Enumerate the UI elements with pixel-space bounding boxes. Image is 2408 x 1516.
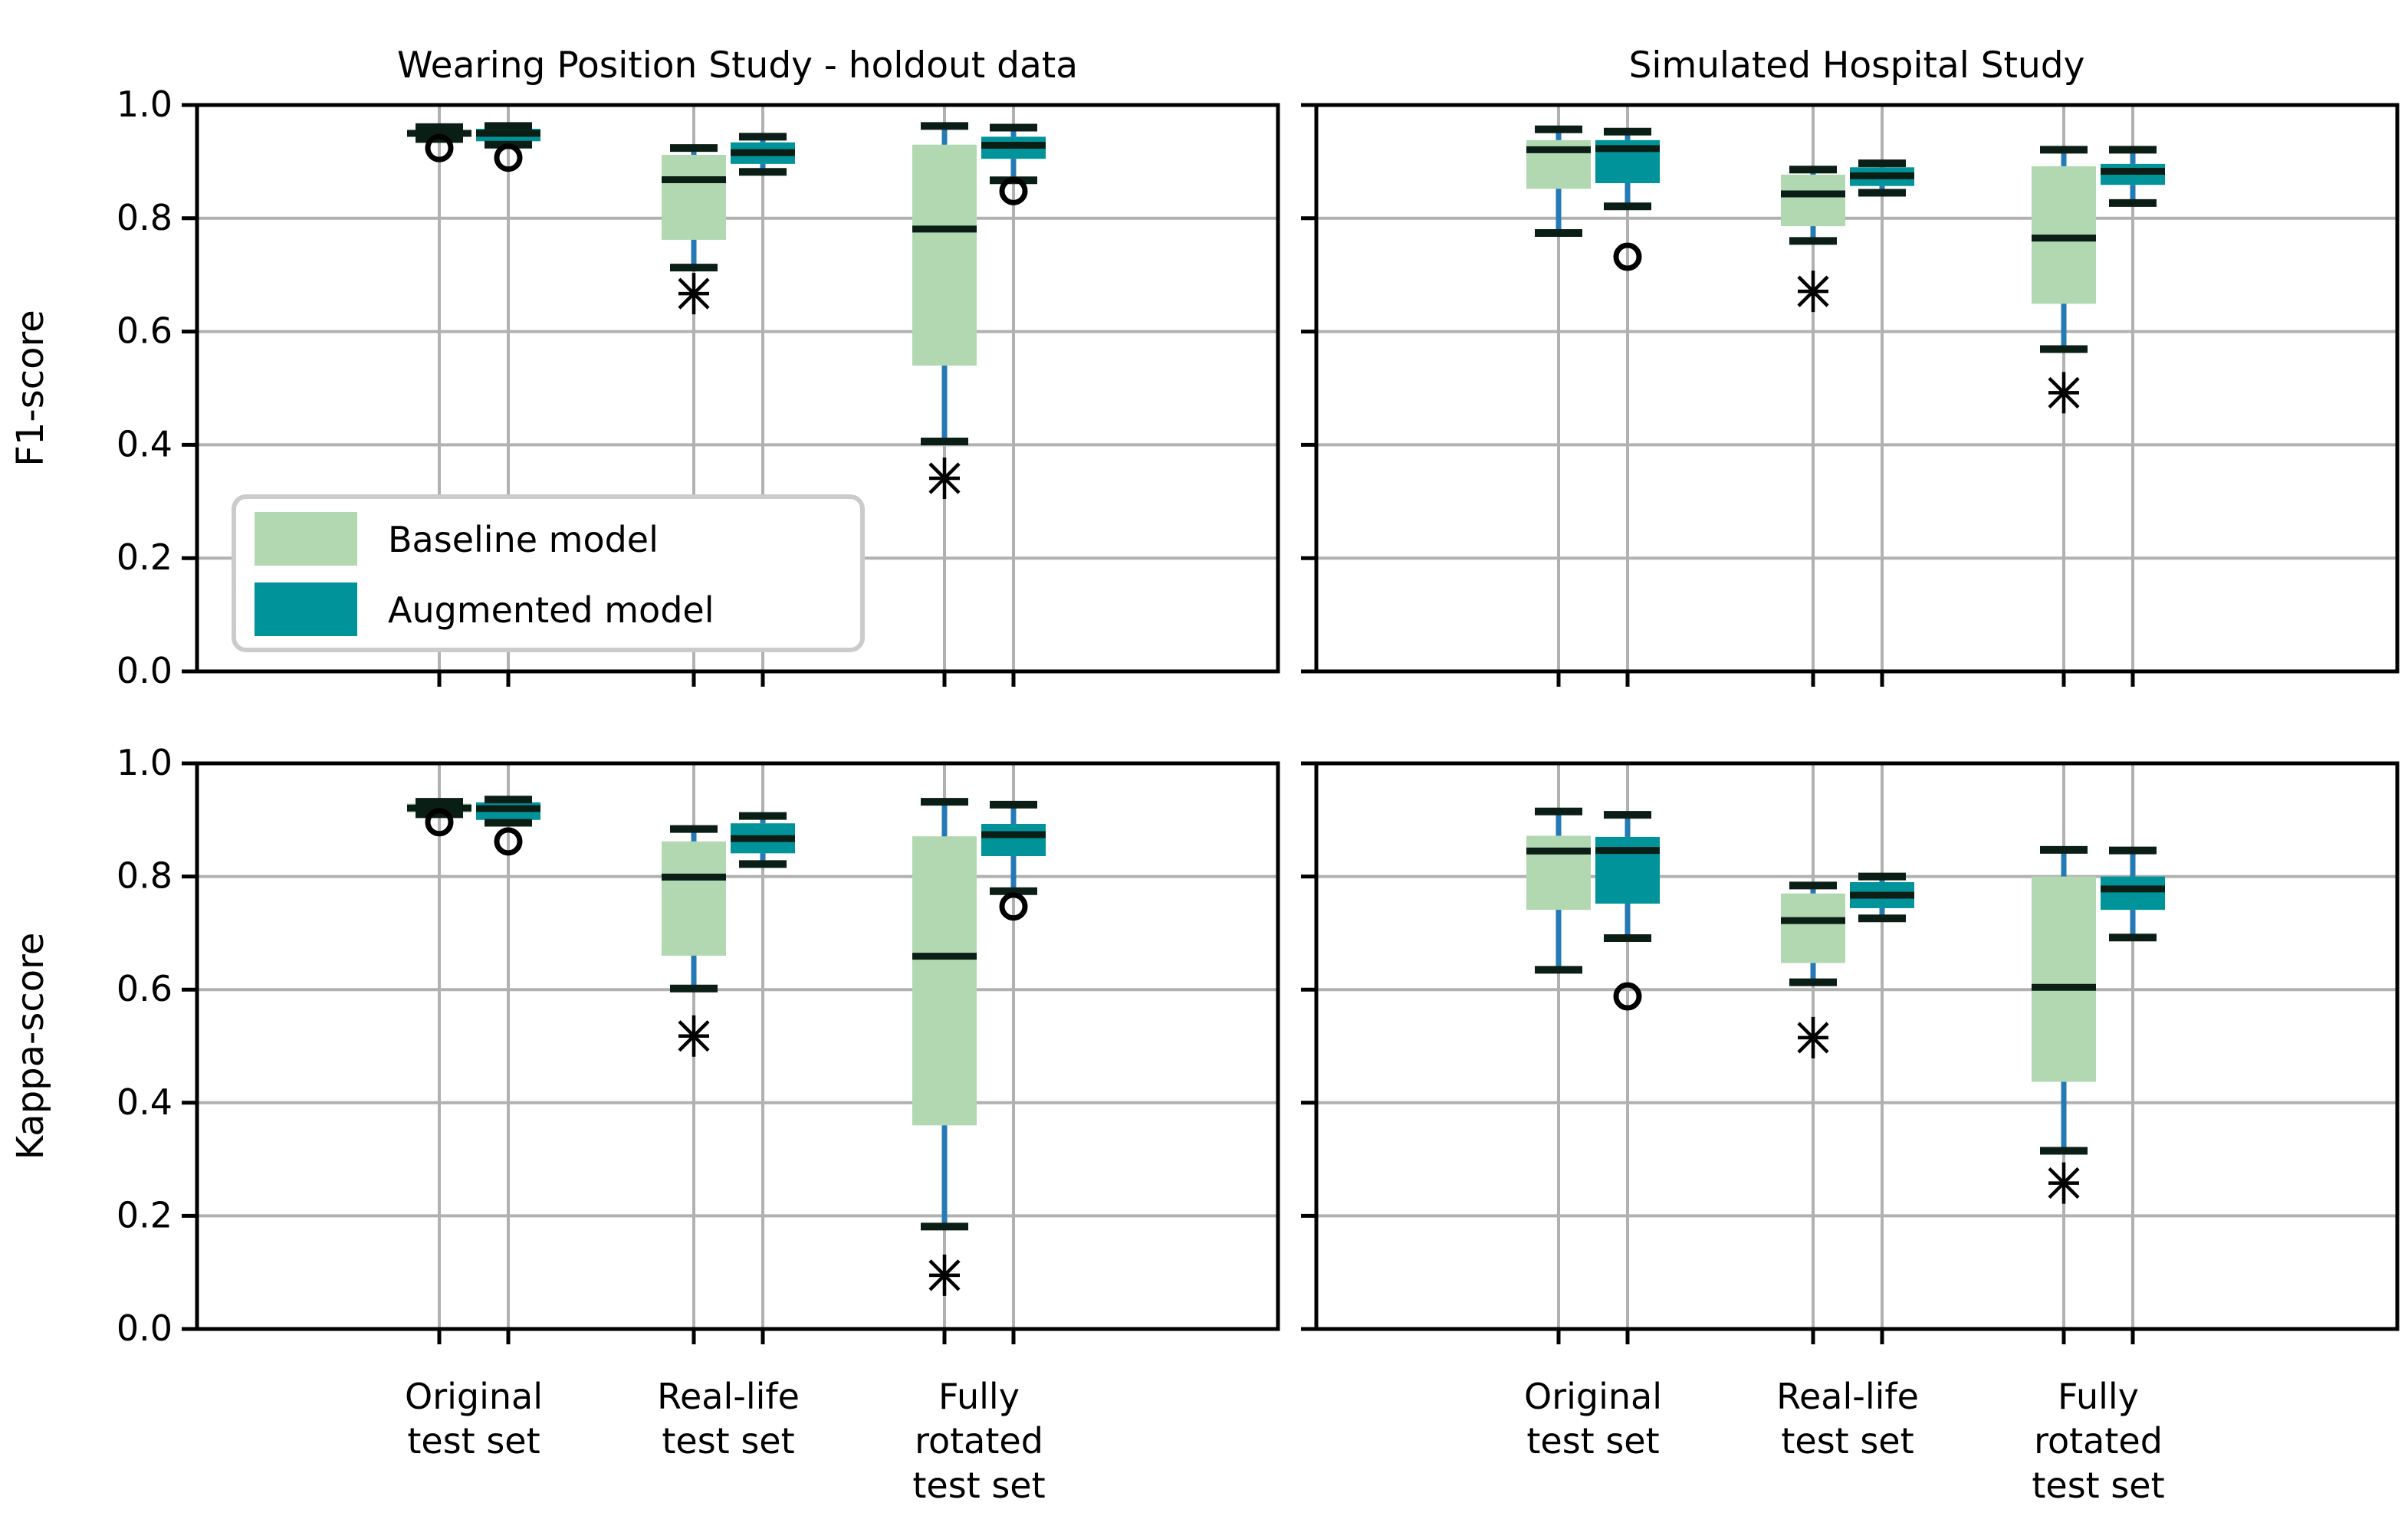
flier-asterisk <box>2048 372 2080 414</box>
box-body <box>1526 835 1591 911</box>
y-tick-label: 0.4 <box>117 423 172 464</box>
y-axis-label: F1-score <box>9 310 52 466</box>
y-axis-label: Kappa-score <box>9 933 52 1160</box>
flier-circle <box>425 808 454 837</box>
x-tick-label: test set <box>1526 1420 1659 1462</box>
flier-circle <box>1613 982 1642 1011</box>
y-tick-label: 0.8 <box>117 197 172 238</box>
box-body <box>1781 174 1845 227</box>
box-body <box>2032 876 2096 1082</box>
y-tick-label: 1.0 <box>117 84 172 125</box>
box-augmented-group2 <box>981 800 1046 921</box>
flier-circle <box>999 176 1028 205</box>
x-tick-label: rotated <box>2034 1420 2163 1462</box>
y-tick-label: 0.4 <box>117 1081 172 1123</box>
flier-circle <box>425 133 454 162</box>
y-tick-label: 0.6 <box>117 968 172 1009</box>
flier-asterisk <box>928 1254 961 1296</box>
box-body <box>662 155 726 240</box>
x-tick-label: test set <box>2032 1465 2164 1506</box>
legend-label-baseline: Baseline model <box>388 519 659 560</box>
subplot-f1-wearing-position: 0.0 0.2 0.4 0.6 0.8 1.0 Wearing Position Study… <box>9 44 1280 691</box>
box-body <box>912 836 977 1126</box>
flier-asterisk <box>678 273 710 315</box>
box-augmented-group2 <box>981 123 1046 205</box>
plot-frame <box>1314 103 2400 674</box>
legend: Baseline model Augmented model <box>232 494 865 652</box>
subplot-title: Simulated Hospital Study <box>1629 44 2085 87</box>
x-tick-label: rotated <box>915 1420 1043 1462</box>
flier-asterisk <box>1797 271 1829 313</box>
y-tick-label: 0.2 <box>117 537 172 578</box>
box-augmented-group1 <box>1850 159 1914 197</box>
flier-circle <box>494 827 523 856</box>
plot-frame <box>195 761 1280 1331</box>
legend-box <box>232 494 865 652</box>
box-augmented-group1 <box>731 133 795 176</box>
x-tick-label: Real-life <box>1776 1376 1919 1417</box>
y-tick-label: 1.0 <box>117 742 172 783</box>
y-tick-label: 0.0 <box>117 1308 172 1349</box>
box-baseline-group2 <box>2032 845 2096 1204</box>
box-baseline-group1 <box>1781 166 1845 313</box>
plot-frame <box>1314 761 2400 1331</box>
x-tick-label: Real-life <box>657 1376 800 1417</box>
flier-asterisk <box>678 1015 710 1057</box>
x-tick-label: Fully <box>938 1376 1020 1417</box>
x-tick-label: test set <box>1781 1420 1914 1462</box>
x-tick-label: test set <box>912 1465 1045 1506</box>
flier-circle <box>999 892 1028 921</box>
x-tick-label: Original <box>1524 1376 1662 1417</box>
subplot-f1-simulated-hospital: Simulated Hospital Study <box>1301 44 2400 687</box>
box-body <box>1595 836 1660 904</box>
box-augmented-group0 <box>476 122 540 172</box>
box-augmented-group0 <box>476 796 540 856</box>
box-baseline-group0 <box>407 798 471 837</box>
box-baseline-group2 <box>912 122 977 500</box>
x-tick-label: test set <box>407 1420 540 1462</box>
box-augmented-group0 <box>1595 127 1660 271</box>
flier-asterisk <box>928 458 961 500</box>
y-tick-label: 0.6 <box>117 310 172 352</box>
box-baseline-group1 <box>662 825 726 1057</box>
box-body <box>1781 893 1845 963</box>
y-tick-label: 0.8 <box>117 855 172 897</box>
flier-circle <box>494 143 523 172</box>
flier-asterisk <box>2048 1162 2080 1204</box>
box-baseline-group0 <box>1526 807 1591 974</box>
x-tick-label: Original <box>405 1376 543 1417</box>
x-tick-label: Fully <box>2058 1376 2139 1417</box>
subplot-title: Wearing Position Study - holdout data <box>397 44 1078 87</box>
x-tick-label: test set <box>662 1420 794 1462</box>
box-augmented-group1 <box>731 812 795 868</box>
y-tick-label: 0.0 <box>117 650 172 691</box>
legend-swatch-baseline <box>255 512 357 566</box>
plot-frame <box>195 103 1280 674</box>
box-body <box>662 841 726 956</box>
box-baseline-group0 <box>407 123 471 162</box>
box-baseline-group1 <box>662 144 726 315</box>
box-baseline-group1 <box>1781 881 1845 1058</box>
box-baseline-group2 <box>2032 146 2096 414</box>
box-baseline-group2 <box>912 798 977 1296</box>
box-body <box>912 144 977 366</box>
flier-asterisk <box>1797 1016 1829 1058</box>
box-augmented-group2 <box>2101 846 2165 942</box>
box-augmented-group1 <box>1850 872 1914 923</box>
box-body <box>2101 876 2165 911</box>
box-augmented-group2 <box>2101 146 2165 207</box>
y-tick-label: 0.2 <box>117 1194 172 1235</box>
box-body <box>981 823 1046 857</box>
box-augmented-group0 <box>1595 811 1660 1011</box>
flier-circle <box>1613 242 1642 271</box>
box-baseline-group0 <box>1526 125 1591 238</box>
legend-label-augmented: Augmented model <box>388 589 714 631</box>
legend-swatch-augmented <box>255 582 357 636</box>
